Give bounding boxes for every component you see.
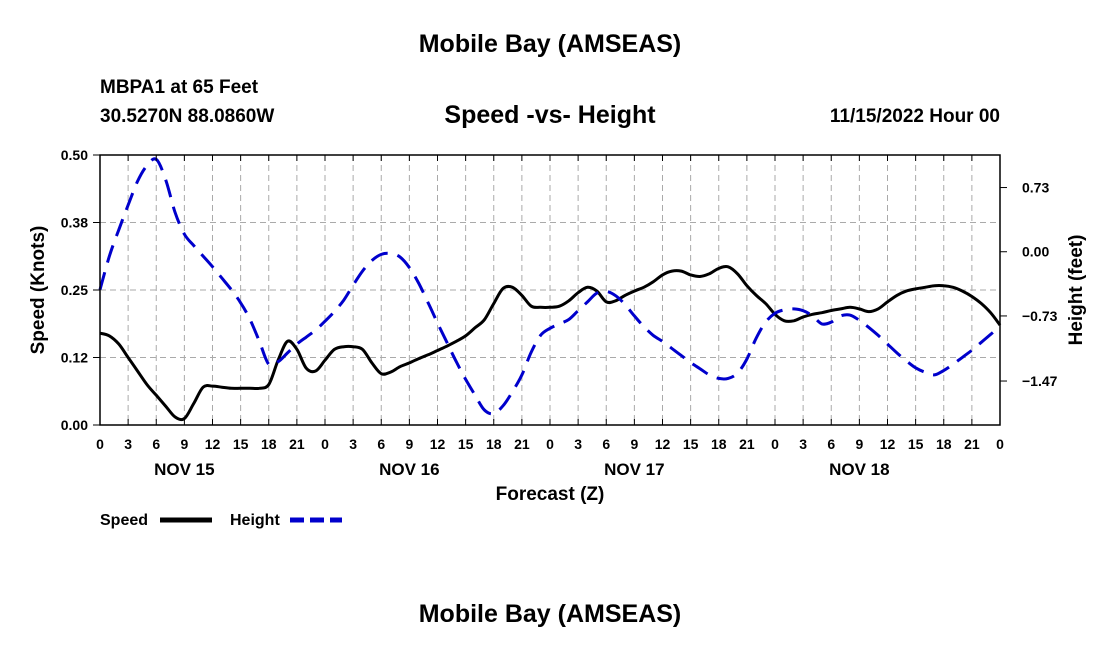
- x-tick-label: 15: [458, 436, 474, 452]
- x-tick-label: 18: [936, 436, 952, 452]
- x-tick-label: 12: [430, 436, 446, 452]
- axis-ticks: 0 3 6 9 12 15 18 21 0 3 6 9 12 15 18 21 0 3 6 9 12 15 18 21 0 3 6 9…: [61, 147, 1058, 479]
- x-tick-label: 3: [349, 436, 357, 452]
- chart-title: Speed -vs- Height: [444, 101, 656, 129]
- x-tick-label: 12: [655, 436, 671, 452]
- y-tick-label: 0.38: [61, 215, 88, 231]
- x-tick-label: 9: [180, 436, 188, 452]
- x-tick-label: 6: [377, 436, 385, 452]
- bottom-title: Mobile Bay (AMSEAS): [418, 600, 682, 628]
- legend-speed-label: Speed: [100, 512, 148, 529]
- legend: Speed Height: [100, 512, 342, 529]
- x-tick-label: 6: [602, 436, 610, 452]
- station-label: MBPA1 at 65 Feet: [100, 77, 259, 98]
- x-tick-label: 15: [908, 436, 924, 452]
- x-tick-label: 12: [205, 436, 221, 452]
- x-tick-label: 9: [630, 436, 638, 452]
- series-layer: [98, 157, 1002, 422]
- x-tick-label: 0: [321, 436, 329, 452]
- day-label: NOV 18: [829, 460, 889, 479]
- y-tick-label: 0.12: [61, 350, 88, 366]
- grid: [100, 155, 1000, 425]
- x-tick-label: 15: [683, 436, 699, 452]
- x-tick-label: 18: [486, 436, 502, 452]
- y2-axis-title: Height (feet): [1066, 235, 1087, 346]
- x-tick-label: 0: [546, 436, 554, 452]
- day-label: NOV 17: [604, 460, 664, 479]
- x-tick-label: 21: [739, 436, 755, 452]
- x-tick-label: 0: [996, 436, 1004, 452]
- y-axis-title: Speed (Knots): [28, 226, 49, 355]
- y-tick-label: 0.00: [61, 417, 88, 433]
- x-tick-label: 0: [96, 436, 104, 452]
- x-tick-label: 0: [771, 436, 779, 452]
- x-axis-title: Forecast (Z): [496, 484, 605, 505]
- main-title: Mobile Bay (AMSEAS): [418, 30, 682, 58]
- day-label: NOV 15: [154, 460, 214, 479]
- x-tick-label: 3: [574, 436, 582, 452]
- y-tick-label: 0.50: [61, 147, 88, 163]
- y2-tick-label: 0.73: [1022, 180, 1049, 196]
- y2-tick-label: −0.73: [1022, 308, 1058, 324]
- x-tick-label: 21: [964, 436, 980, 452]
- height-series-line: [98, 157, 1001, 416]
- x-tick-label: 9: [855, 436, 863, 452]
- x-tick-label: 3: [124, 436, 132, 452]
- x-tick-label: 15: [233, 436, 249, 452]
- x-tick-label: 18: [261, 436, 277, 452]
- x-tick-label: 6: [152, 436, 160, 452]
- y2-tick-label: −1.47: [1022, 373, 1058, 389]
- x-tick-label: 3: [799, 436, 807, 452]
- x-tick-label: 21: [289, 436, 305, 452]
- coordinates-label: 30.5270N 88.0860W: [100, 106, 275, 127]
- legend-height-label: Height: [230, 512, 280, 529]
- x-tick-label: 12: [880, 436, 896, 452]
- day-label: NOV 16: [379, 460, 439, 479]
- y-tick-label: 0.25: [61, 282, 88, 298]
- forecast-datetime: 11/15/2022 Hour 00: [829, 106, 1000, 127]
- speed-series-line: [99, 265, 1002, 422]
- x-tick-label: 9: [405, 436, 413, 452]
- x-tick-label: 6: [827, 436, 835, 452]
- x-tick-label: 18: [711, 436, 727, 452]
- x-tick-label: 21: [514, 436, 530, 452]
- y2-tick-label: 0.00: [1022, 244, 1049, 260]
